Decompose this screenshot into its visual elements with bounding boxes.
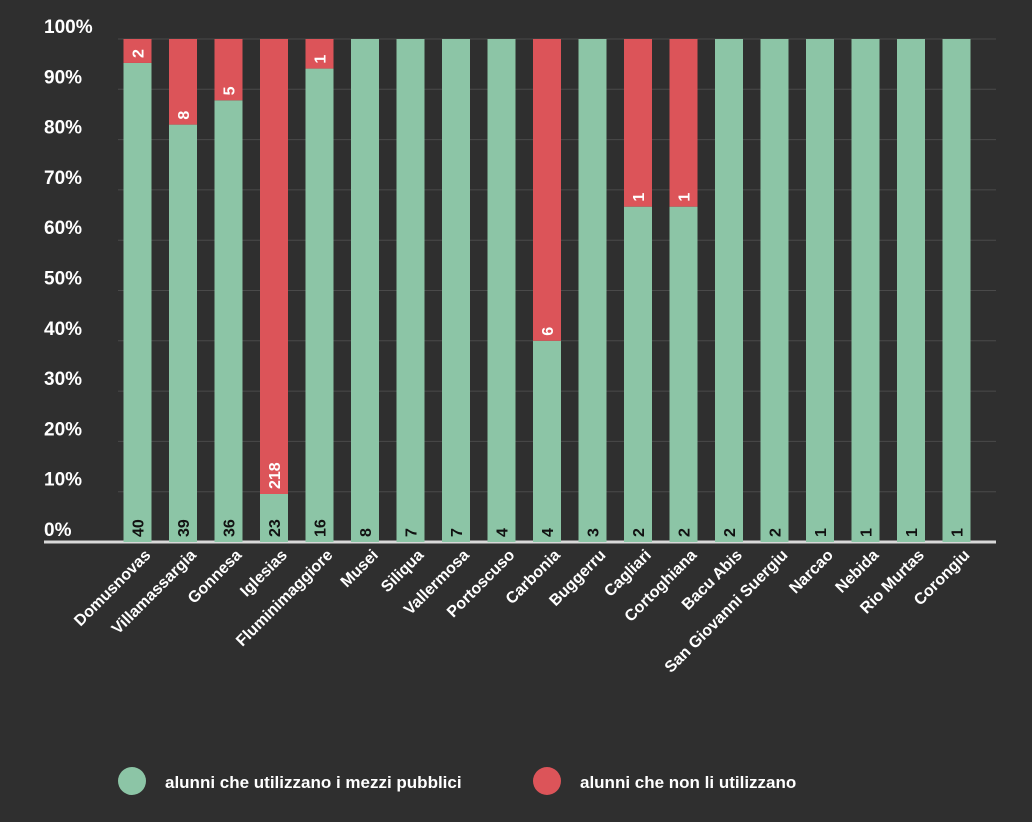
- bar-segment-uses: [897, 39, 925, 542]
- data-label-uses: 3: [586, 528, 603, 537]
- data-label-uses: 8: [358, 528, 375, 537]
- bar-segment-uses: [123, 62, 152, 542]
- y-tick-label: 70%: [44, 168, 82, 189]
- y-tick-label: 100%: [44, 17, 93, 38]
- data-label-uses: 2: [768, 528, 785, 537]
- bar-segment-uses: [851, 39, 880, 542]
- bar-segment-uses: [942, 39, 971, 542]
- bar-segment-not-uses: [123, 39, 152, 63]
- data-label-not-uses: 218: [267, 462, 284, 489]
- data-label-not-uses: 2: [131, 49, 148, 58]
- bar-segment-not-uses: [533, 39, 561, 341]
- data-label-uses: 23: [267, 519, 284, 537]
- bar-segment-uses: [442, 39, 470, 542]
- bar-segment-uses: [669, 206, 698, 542]
- bar-segment-not-uses: [260, 39, 288, 494]
- data-label-not-uses: 8: [176, 111, 193, 120]
- bar-segment-not-uses: [169, 39, 197, 125]
- y-tick-label: 0%: [44, 520, 72, 541]
- legend-label-not-uses: alunni che non li utilizzano: [580, 773, 796, 792]
- bar-segment-uses: [305, 68, 334, 543]
- data-label-uses: 7: [449, 528, 466, 537]
- data-label-uses: 4: [495, 528, 512, 537]
- data-label-uses: 7: [404, 528, 421, 537]
- legend-label-uses: alunni che utilizzano i mezzi pubblici: [165, 773, 462, 792]
- bar-segment-not-uses: [624, 39, 652, 207]
- data-label-uses: 2: [677, 528, 694, 537]
- y-tick-label: 30%: [44, 369, 82, 390]
- legend-swatch-not-uses: [533, 767, 561, 795]
- x-category-label: Domusnovas: [71, 547, 154, 630]
- bar-segment-not-uses: [305, 39, 334, 69]
- data-label-uses: 1: [859, 528, 876, 537]
- data-label-not-uses: 6: [540, 327, 557, 336]
- y-tick-label: 50%: [44, 269, 82, 290]
- bar-segment-not-uses: [669, 39, 698, 207]
- bar-segment-uses: [214, 100, 243, 542]
- data-label-uses: 16: [313, 519, 330, 537]
- data-label-uses: 1: [950, 528, 967, 537]
- data-label-uses: 4: [540, 528, 557, 537]
- data-label-uses: 40: [131, 519, 148, 537]
- bar-segment-not-uses: [214, 39, 243, 101]
- y-tick-label: 40%: [44, 319, 82, 340]
- bar-segment-uses: [806, 39, 834, 542]
- data-label-not-uses: 1: [313, 55, 330, 64]
- data-label-uses: 39: [176, 519, 193, 537]
- data-label-uses: 2: [722, 528, 739, 537]
- data-label-uses: 1: [904, 528, 921, 537]
- x-category-label: Narcao: [786, 547, 837, 598]
- data-label-uses: 36: [222, 519, 239, 537]
- bar-segment-uses: [715, 39, 743, 542]
- data-label-not-uses: 5: [222, 86, 239, 95]
- y-tick-label: 60%: [44, 218, 82, 239]
- y-tick-label: 20%: [44, 419, 82, 440]
- x-category-label: Musei: [338, 547, 382, 591]
- bar-segment-uses: [578, 39, 607, 542]
- data-label-not-uses: 1: [631, 193, 648, 202]
- y-tick-label: 10%: [44, 470, 82, 491]
- bar-segment-uses: [351, 39, 379, 542]
- bar-segment-uses: [169, 124, 197, 543]
- legend-swatch-uses: [118, 767, 146, 795]
- y-tick-label: 80%: [44, 118, 82, 139]
- bar-segment-uses: [760, 39, 789, 542]
- y-tick-label: 90%: [44, 67, 82, 88]
- bar-segment-uses: [533, 340, 561, 542]
- x-category-label: Villamassargia: [109, 547, 200, 638]
- data-label-uses: 1: [813, 528, 830, 537]
- data-label-uses: 2: [631, 528, 648, 537]
- bar-segment-uses: [396, 39, 425, 542]
- bar-segment-uses: [487, 39, 516, 542]
- data-label-not-uses: 1: [677, 193, 694, 202]
- bar-segment-uses: [624, 206, 652, 542]
- bar-segment-uses: [260, 493, 288, 542]
